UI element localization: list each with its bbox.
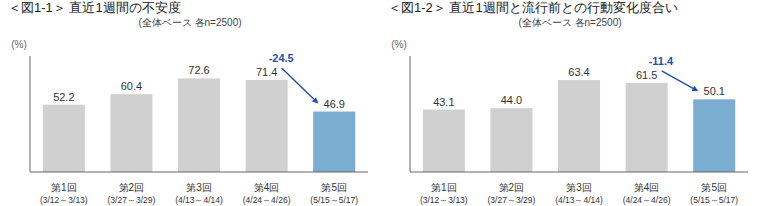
svg-text:第5回(5/15～5/17): 第5回(5/15～5/17): [310, 182, 358, 205]
svg-text:52.2: 52.2: [53, 91, 74, 103]
svg-text:-11.4: -11.4: [649, 55, 674, 67]
svg-text:46.9: 46.9: [324, 98, 345, 110]
html-text:(全体ベース 各n=2500): (全体ベース 各n=2500): [138, 17, 242, 28]
svg-text:第1回(3/12～3/13): 第1回(3/12～3/13): [420, 182, 468, 205]
svg-text:第2回(3/27～3/29): 第2回(3/27～3/29): [488, 182, 536, 205]
svg-text:-24.5: -24.5: [269, 52, 294, 64]
svg-text:第3回(4/13～4/14): 第3回(4/13～4/14): [175, 182, 223, 205]
svg-text:43.1: 43.1: [433, 96, 454, 108]
svg-text:44.0: 44.0: [501, 94, 522, 106]
svg-text:71.4: 71.4: [256, 66, 277, 78]
svg-text:第4回(4/24～4/26): 第4回(4/24～4/26): [243, 182, 291, 205]
svg-text:第5回(5/15～5/17): 第5回(5/15～5/17): [690, 182, 738, 205]
svg-text:63.4: 63.4: [568, 66, 589, 78]
html-text:(全体ベース 各n=2500): (全体ベース 各n=2500): [518, 17, 622, 28]
html-text:＜図1-2＞ 直近1週間と流行前との行動変化度合い: ＜図1-2＞ 直近1週間と流行前との行動変化度合い: [388, 0, 678, 15]
svg-text:61.5: 61.5: [636, 69, 657, 81]
svg-text:第4回(4/24～4/26): 第4回(4/24～4/26): [623, 182, 671, 205]
svg-text:第1回(3/12～3/13): 第1回(3/12～3/13): [40, 182, 88, 205]
svg-text:第3回(4/13～4/14): 第3回(4/13～4/14): [555, 182, 603, 205]
svg-text:第2回(3/27～3/29): 第2回(3/27～3/29): [108, 182, 156, 205]
svg-text:60.4: 60.4: [121, 80, 142, 92]
svg-text:72.6: 72.6: [188, 64, 209, 76]
html-text:＜図1-1＞ 直近1週間の不安度: ＜図1-1＞ 直近1週間の不安度: [8, 0, 181, 15]
svg-text:(%): (%): [11, 39, 27, 50]
svg-text:50.1: 50.1: [704, 85, 725, 97]
svg-text:(%): (%): [391, 39, 407, 50]
